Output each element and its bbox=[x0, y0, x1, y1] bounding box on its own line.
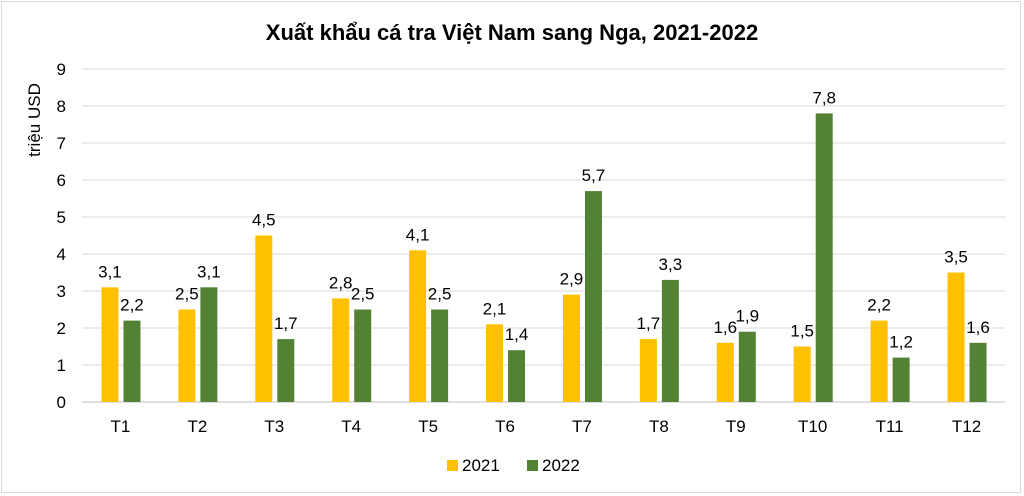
x-tick-label: T2 bbox=[187, 417, 207, 436]
y-tick-label: 1 bbox=[57, 356, 66, 375]
y-tick-label: 0 bbox=[57, 393, 66, 412]
data-label: 1,4 bbox=[505, 325, 529, 344]
x-tick-label: T7 bbox=[572, 417, 592, 436]
y-tick-label: 5 bbox=[57, 208, 66, 227]
x-tick-label: T12 bbox=[952, 417, 981, 436]
bar-2022 bbox=[508, 350, 526, 402]
y-tick-label: 7 bbox=[57, 134, 66, 153]
bar-2022 bbox=[584, 191, 602, 402]
data-label: 7,8 bbox=[812, 88, 836, 107]
data-label: 2,8 bbox=[329, 273, 353, 292]
y-tick-label: 2 bbox=[57, 319, 66, 338]
data-label: 3,5 bbox=[944, 248, 968, 267]
bar-2021 bbox=[178, 309, 196, 402]
x-tick-label: T1 bbox=[111, 417, 131, 436]
data-label: 1,2 bbox=[889, 333, 913, 352]
x-tick-label: T4 bbox=[341, 417, 361, 436]
x-tick-label: T9 bbox=[726, 417, 746, 436]
bar-2021 bbox=[486, 324, 504, 402]
bar-2021 bbox=[332, 298, 350, 402]
data-label: 3,1 bbox=[197, 262, 221, 281]
data-label: 2,5 bbox=[175, 285, 199, 304]
bar-2022 bbox=[431, 309, 449, 402]
chart-title: Xuất khẩu cá tra Việt Nam sang Nga, 2021… bbox=[266, 20, 758, 45]
y-axis-label: triệu USD bbox=[25, 83, 44, 157]
data-label: 1,7 bbox=[274, 314, 298, 333]
bar-2022 bbox=[661, 279, 679, 402]
bar-2021 bbox=[562, 294, 580, 402]
x-tick-label: T11 bbox=[876, 417, 904, 436]
legend-label: 2021 bbox=[462, 456, 500, 475]
x-tick-label: T10 bbox=[798, 417, 827, 436]
bar-2022 bbox=[277, 339, 295, 402]
data-label: 4,1 bbox=[406, 225, 430, 244]
bar-2021 bbox=[947, 272, 965, 402]
data-label: 2,2 bbox=[867, 296, 891, 315]
x-tick-label: T3 bbox=[264, 417, 284, 436]
bar-2021 bbox=[716, 342, 734, 402]
data-label: 1,9 bbox=[735, 307, 759, 326]
y-tick-label: 8 bbox=[57, 97, 66, 116]
legend-label: 2022 bbox=[542, 456, 580, 475]
bar-2021 bbox=[870, 320, 888, 402]
data-label: 3,1 bbox=[98, 262, 122, 281]
data-label: 1,6 bbox=[966, 318, 990, 337]
bar-2022 bbox=[738, 331, 756, 402]
data-label: 1,7 bbox=[637, 314, 661, 333]
data-label: 2,5 bbox=[428, 285, 452, 304]
data-label: 2,2 bbox=[120, 296, 144, 315]
bar-2022 bbox=[354, 309, 372, 402]
bar-2021 bbox=[793, 346, 811, 402]
y-tick-label: 9 bbox=[57, 60, 66, 79]
legend: 2021 2022 bbox=[447, 456, 580, 475]
bar-2021 bbox=[409, 250, 427, 402]
y-tick-label: 4 bbox=[57, 245, 66, 264]
bar-2022 bbox=[969, 342, 987, 402]
data-label: 2,1 bbox=[483, 299, 507, 318]
x-tick-label: T5 bbox=[418, 417, 438, 436]
data-label: 3,3 bbox=[659, 255, 683, 274]
y-tick-label: 6 bbox=[57, 171, 66, 190]
bar-2022 bbox=[123, 320, 141, 402]
x-tick-label: T6 bbox=[495, 417, 515, 436]
x-tick-label: T8 bbox=[649, 417, 669, 436]
legend-swatch bbox=[447, 460, 458, 471]
bar-2022 bbox=[892, 357, 910, 402]
bar-2021 bbox=[255, 235, 273, 402]
data-label: 1,5 bbox=[790, 322, 814, 341]
bar-2022 bbox=[815, 113, 833, 403]
data-label: 1,6 bbox=[713, 318, 737, 337]
data-label: 5,7 bbox=[582, 166, 606, 185]
data-label: 2,9 bbox=[560, 270, 584, 289]
legend-swatch bbox=[527, 460, 538, 471]
bar-2021 bbox=[639, 339, 657, 402]
bar-2021 bbox=[101, 287, 119, 402]
data-label: 4,5 bbox=[252, 211, 276, 230]
bar-2022 bbox=[200, 287, 218, 402]
y-tick-label: 3 bbox=[57, 282, 66, 301]
data-label: 2,5 bbox=[351, 285, 375, 304]
